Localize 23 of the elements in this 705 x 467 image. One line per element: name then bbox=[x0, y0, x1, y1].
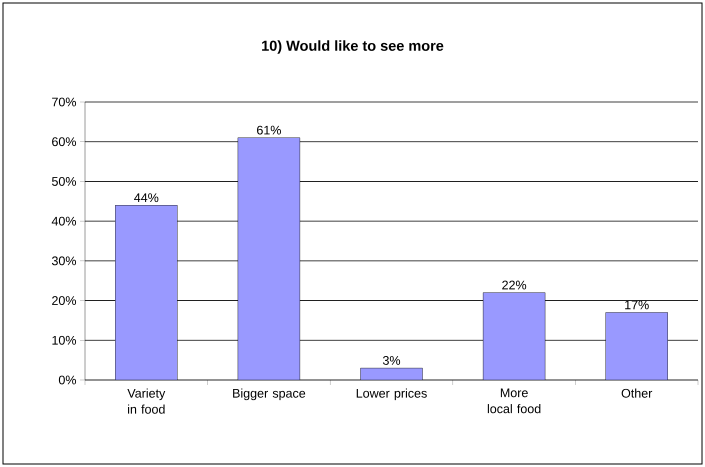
data-label: 22% bbox=[502, 280, 526, 290]
bar bbox=[360, 368, 423, 380]
x-tick-label: Variety in food bbox=[127, 388, 166, 414]
x-tick-label: Lower prices bbox=[356, 388, 427, 400]
chart-title: 10) Would like to see more bbox=[262, 40, 444, 54]
bar bbox=[606, 312, 668, 380]
bar bbox=[483, 292, 546, 380]
data-label: 3% bbox=[382, 356, 400, 365]
x-tick-label: More local food bbox=[488, 388, 540, 414]
y-tick-label: 70% bbox=[52, 98, 76, 106]
y-tick-label: 30% bbox=[52, 256, 76, 266]
bar bbox=[238, 138, 300, 380]
data-label: 61% bbox=[257, 126, 281, 135]
data-label: 44% bbox=[134, 193, 158, 202]
x-tick-label: Bigger space bbox=[233, 388, 306, 400]
y-tick-label: 40% bbox=[52, 216, 76, 226]
y-tick-label: 10% bbox=[52, 336, 76, 345]
x-tick-label: Other bbox=[622, 388, 652, 398]
y-tick-label: 20% bbox=[52, 296, 76, 305]
y-tick-label: 0% bbox=[58, 376, 76, 384]
y-tick-label: 50% bbox=[52, 177, 76, 186]
bar bbox=[115, 205, 178, 380]
y-tick-label: 60% bbox=[52, 137, 76, 146]
